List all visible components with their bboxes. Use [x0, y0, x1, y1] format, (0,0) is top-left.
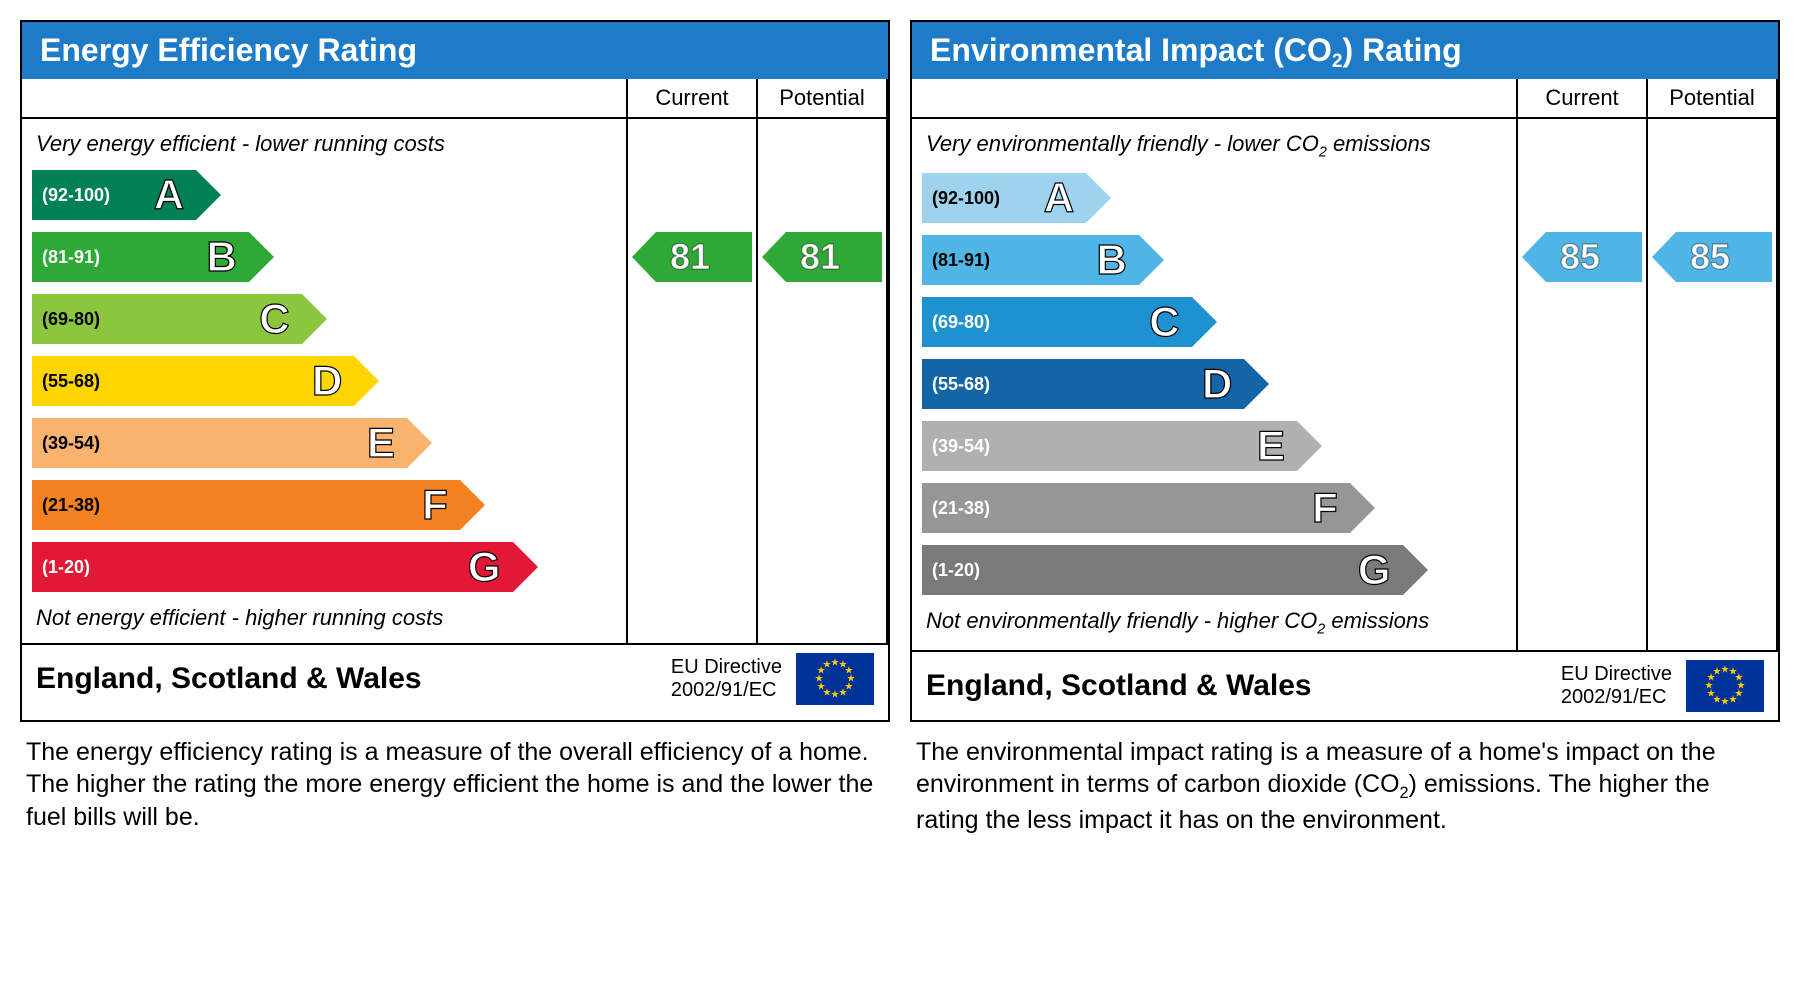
band-row-d: (55-68) D — [922, 356, 1508, 412]
header-current: Current — [1518, 79, 1648, 119]
band-range: (92-100) — [42, 185, 110, 206]
band-row-c: (69-80) C — [922, 294, 1508, 350]
band-range: (55-68) — [42, 371, 100, 392]
band-range: (69-80) — [932, 312, 990, 333]
band-row-b: (81-91) B — [922, 232, 1508, 288]
rating-bars: Very energy efficient - lower running co… — [22, 119, 628, 643]
caption-top: Very environmentally friendly - lower CO… — [922, 127, 1508, 164]
band-row-f: (21-38) F — [922, 480, 1508, 536]
band-letter: D — [1202, 360, 1232, 408]
band-row-e: (39-54) E — [32, 415, 618, 471]
band-letter: F — [422, 481, 448, 529]
band-letter: C — [1149, 298, 1179, 346]
arrow-value: 85 — [1690, 236, 1730, 278]
band-range: (21-38) — [932, 498, 990, 519]
header-blank — [22, 79, 628, 119]
band-letter: G — [468, 543, 501, 591]
panel-footer: England, Scotland & Wales EU Directive200… — [22, 643, 888, 713]
band-range: (21-38) — [42, 495, 100, 516]
band-row-e: (39-54) E — [922, 418, 1508, 474]
current-column-arrow: 85 — [1546, 232, 1642, 282]
directive-line1: EU Directive — [671, 656, 782, 679]
band-range: (39-54) — [932, 436, 990, 457]
rating-bars: Very environmentally friendly - lower CO… — [912, 119, 1518, 650]
footer-region: England, Scotland & Wales — [926, 669, 1547, 703]
directive-line2: 2002/91/EC — [1561, 686, 1672, 709]
band-row-d: (55-68) D — [32, 353, 618, 409]
panel-footer: England, Scotland & Wales EU Directive200… — [912, 650, 1778, 720]
band-range: (81-91) — [42, 247, 100, 268]
footer-region: England, Scotland & Wales — [36, 662, 657, 696]
environmental-description: The environmental impact rating is a mea… — [910, 722, 1780, 837]
caption-bottom: Not environmentally friendly - higher CO… — [922, 604, 1508, 641]
band-letter: A — [1044, 174, 1074, 222]
band-row-g: (1-20) G — [922, 542, 1508, 598]
header-potential: Potential — [758, 79, 888, 119]
current-column: 81 — [628, 119, 758, 643]
arrow-value: 85 — [1560, 236, 1600, 278]
arrow-value: 81 — [670, 236, 710, 278]
current-column: 85 — [1518, 119, 1648, 650]
potential-column: 85 — [1648, 119, 1778, 650]
panel-title: Environmental Impact (CO2) Rating — [912, 22, 1778, 79]
band-range: (81-91) — [932, 250, 990, 271]
band-letter: F — [1312, 484, 1338, 532]
potential-column-arrow: 81 — [786, 232, 882, 282]
band-row-b: (81-91) B — [32, 229, 618, 285]
energy-description: The energy efficiency rating is a measur… — [20, 722, 890, 837]
directive-line2: 2002/91/EC — [671, 679, 782, 702]
energy-rating-panel: Energy Efficiency RatingCurrentPotential… — [20, 20, 890, 722]
directive-line1: EU Directive — [1561, 663, 1672, 686]
band-letter: B — [1096, 236, 1126, 284]
band-range: (69-80) — [42, 309, 100, 330]
band-row-a: (92-100) A — [922, 170, 1508, 226]
band-range: (55-68) — [932, 374, 990, 395]
eu-flag-icon: ★★★★★★★★★★★★ — [1686, 660, 1764, 712]
potential-column-arrow: 85 — [1676, 232, 1772, 282]
footer-directive: EU Directive2002/91/EC — [671, 656, 782, 702]
potential-column: 81 — [758, 119, 888, 643]
band-letter: E — [1257, 422, 1285, 470]
eu-flag-icon: ★★★★★★★★★★★★ — [796, 653, 874, 705]
band-letter: G — [1358, 546, 1391, 594]
caption-top: Very energy efficient - lower running co… — [32, 127, 618, 161]
caption-bottom: Not energy efficient - higher running co… — [32, 601, 618, 635]
band-letter: A — [154, 171, 184, 219]
current-column-arrow: 81 — [656, 232, 752, 282]
panel-title: Energy Efficiency Rating — [22, 22, 888, 79]
band-row-c: (69-80) C — [32, 291, 618, 347]
band-letter: E — [367, 419, 395, 467]
band-range: (1-20) — [42, 557, 90, 578]
footer-directive: EU Directive2002/91/EC — [1561, 663, 1672, 709]
band-range: (1-20) — [932, 560, 980, 581]
band-letter: D — [312, 357, 342, 405]
header-blank — [912, 79, 1518, 119]
header-current: Current — [628, 79, 758, 119]
band-letter: B — [206, 233, 236, 281]
band-range: (92-100) — [932, 188, 1000, 209]
header-potential: Potential — [1648, 79, 1778, 119]
arrow-value: 81 — [800, 236, 840, 278]
band-row-a: (92-100) A — [32, 167, 618, 223]
band-row-f: (21-38) F — [32, 477, 618, 533]
band-row-g: (1-20) G — [32, 539, 618, 595]
band-range: (39-54) — [42, 433, 100, 454]
environmental-rating-panel: Environmental Impact (CO2) RatingCurrent… — [910, 20, 1780, 722]
band-letter: C — [259, 295, 289, 343]
